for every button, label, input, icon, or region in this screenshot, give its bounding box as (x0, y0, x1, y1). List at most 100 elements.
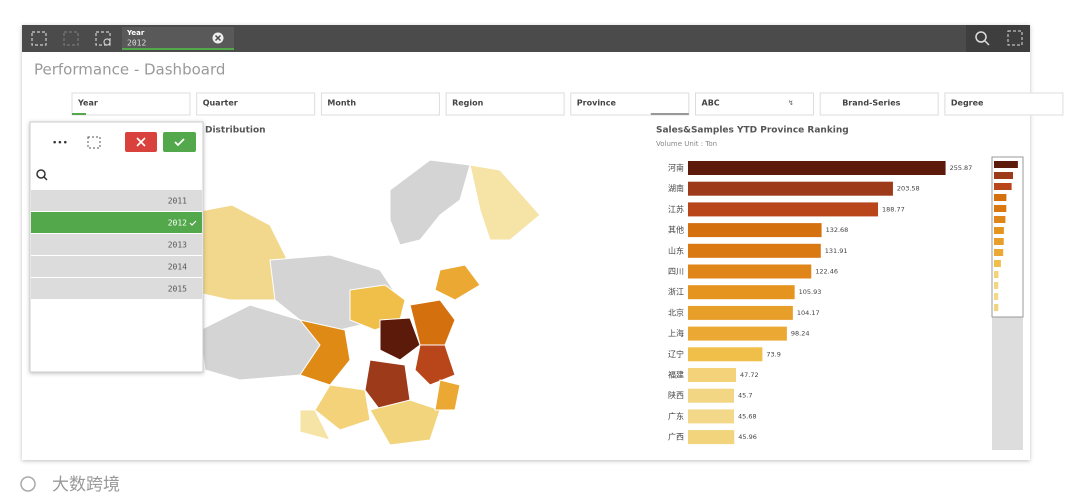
bar[interactable] (688, 161, 946, 175)
bar[interactable] (688, 347, 763, 362)
scrollbar-preview-bar (994, 282, 999, 289)
dropdown-search[interactable] (36, 169, 48, 181)
value-label: 45.96 (738, 433, 757, 441)
bar[interactable] (688, 430, 735, 445)
value-label: 45.68 (738, 412, 757, 420)
bar[interactable] (688, 181, 893, 196)
filter-label: Month (327, 99, 356, 108)
list-item[interactable] (31, 212, 202, 233)
category-label: 福建 (668, 370, 684, 380)
filter-box[interactable] (71, 92, 191, 116)
scrollbar-preview-bar (994, 260, 1001, 267)
search-icon[interactable] (975, 31, 990, 46)
list-item-label: 2012 (168, 219, 187, 228)
scrollbar-preview-bar (994, 249, 1004, 256)
list-item-label: 2014 (168, 263, 187, 272)
scrollbar-preview-bar (994, 183, 1012, 190)
list-item-label: 2011 (168, 197, 187, 206)
category-label: 上海 (668, 328, 684, 338)
scrollbar-preview-bar (994, 216, 1006, 223)
scrollbar-preview-bar (994, 205, 1007, 212)
value-label: 98.24 (791, 330, 810, 338)
toolbar-icons[interactable] (31, 31, 111, 46)
category-label: 河南 (668, 163, 684, 173)
bar[interactable] (688, 305, 793, 320)
brand-series-icon: ↯ (788, 99, 794, 107)
map-title: Distribution (205, 126, 266, 136)
category-label: 北京 (668, 307, 684, 317)
bar[interactable] (688, 368, 737, 382)
watermark: 大数跨境 (52, 475, 120, 495)
filter-label: Region (452, 99, 484, 108)
list-item[interactable] (31, 278, 202, 299)
category-label: 浙江 (668, 287, 684, 297)
value-label: 122.46 (815, 268, 838, 276)
value-label: 188.77 (882, 205, 905, 213)
selection-indicator (122, 48, 234, 50)
filter-label: Year (77, 99, 98, 108)
chart-title: Sales&Samples YTD Province Ranking (656, 126, 849, 136)
list-item-label: 2015 (168, 285, 187, 294)
selected-check (189, 220, 197, 226)
filter-state-indicator (650, 113, 689, 115)
confirm-button[interactable] (163, 132, 196, 152)
scrollbar-preview-bar (994, 293, 999, 300)
bar[interactable] (688, 264, 812, 279)
confirm-icon (174, 138, 185, 147)
category-label: 江苏 (668, 204, 684, 214)
more-button[interactable]: ••• (52, 139, 68, 149)
scrollbar-preview-bar (994, 161, 1018, 168)
value-label: 104.17 (797, 309, 820, 317)
menu-icon[interactable] (1007, 30, 1023, 46)
value-label: 73.9 (766, 350, 780, 358)
filter-box[interactable] (320, 92, 440, 116)
category-label: 广西 (668, 432, 684, 442)
selection-field: Year (126, 29, 145, 37)
filter-box[interactable] (695, 92, 814, 116)
value-label: 255.87 (950, 164, 973, 172)
selection-chip[interactable] (122, 27, 234, 50)
category-label: 四川 (668, 267, 684, 276)
selection-value: 2012 (127, 39, 146, 48)
category-label: 山东 (668, 245, 684, 255)
bar[interactable] (688, 388, 735, 403)
bar[interactable] (688, 202, 879, 217)
filter-box[interactable] (445, 92, 565, 116)
category-label: 湖南 (668, 183, 684, 193)
category-label: 陕西 (668, 390, 684, 400)
value-label: 47.72 (740, 371, 759, 379)
filter-label: ABC (702, 99, 720, 108)
list-item[interactable] (31, 190, 202, 211)
filter-label: Degree (951, 99, 984, 108)
value-label: 105.93 (799, 288, 822, 296)
selection-tool[interactable] (87, 136, 101, 149)
bar[interactable] (688, 326, 787, 341)
bar[interactable] (688, 243, 821, 258)
clear-selection[interactable] (212, 32, 224, 44)
bar[interactable] (688, 409, 734, 424)
filter-box[interactable] (196, 92, 316, 116)
category-label: 辽宁 (668, 349, 684, 359)
bar[interactable] (688, 285, 795, 300)
list-item[interactable] (31, 234, 202, 255)
filter-label: Brand-Series (842, 99, 900, 108)
cancel-icon (136, 137, 146, 147)
category-label: 广东 (668, 411, 684, 421)
scrollbar-preview-bar (994, 194, 1007, 201)
scrollbar-preview-bar (994, 238, 1004, 245)
filter-box[interactable] (819, 92, 939, 116)
scrollbar-preview-bar (994, 271, 999, 278)
value-label: 45.7 (738, 392, 752, 400)
watermark-logo (20, 476, 36, 492)
list-item[interactable] (31, 256, 202, 277)
list-item-label: 2013 (168, 241, 187, 250)
bar[interactable] (688, 223, 822, 238)
filter-box[interactable] (570, 92, 690, 116)
category-label: 其他 (668, 225, 684, 235)
chart-subtitle: Volume Unit : Ton (656, 140, 717, 148)
filter-box[interactable] (944, 92, 1064, 116)
value-label: 203.58 (897, 185, 920, 193)
filter-label: Quarter (203, 99, 238, 108)
